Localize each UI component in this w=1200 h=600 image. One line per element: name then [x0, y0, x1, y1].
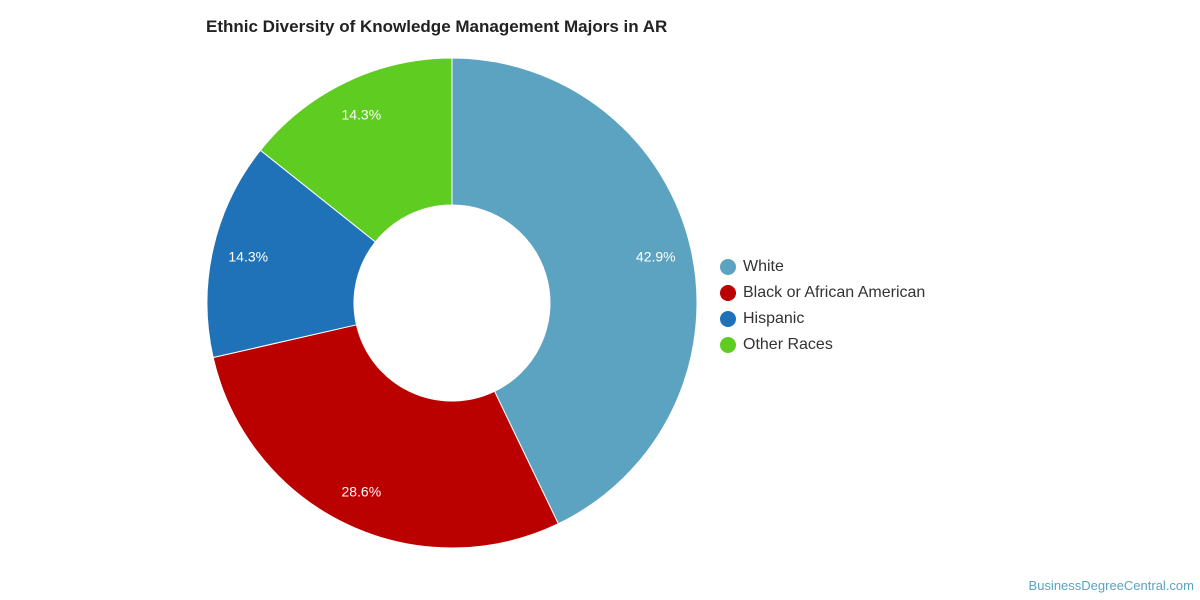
legend-marker-icon [720, 311, 736, 327]
legend-label: Other Races [743, 336, 833, 353]
slice-other-races[interactable] [259, 57, 453, 243]
slice-data-label: 14.3% [228, 248, 268, 264]
chart-title: Ethnic Diversity of Knowledge Management… [206, 17, 668, 36]
source-credit[interactable]: BusinessDegreeCentral.com [1028, 578, 1194, 593]
slice-hispanic[interactable] [206, 149, 377, 359]
legend-label: White [743, 258, 784, 275]
legend-label: Black or African American [743, 284, 926, 301]
legend: White Black or African American Hispanic Ot… [720, 254, 925, 358]
legend-item[interactable]: Hispanic [720, 306, 925, 332]
slice-data-label: 42.9% [636, 248, 676, 264]
legend-marker-icon [720, 337, 736, 353]
legend-marker-icon [720, 285, 736, 301]
legend-label: Hispanic [743, 310, 805, 327]
legend-item[interactable]: White [720, 254, 925, 280]
slice-data-label: 14.3% [341, 107, 381, 123]
legend-marker-icon [720, 259, 736, 275]
slice-black-or-african-american[interactable] [212, 324, 559, 549]
legend-item[interactable]: Black or African American [720, 280, 925, 306]
slice-data-label: 28.6% [341, 483, 381, 499]
slice-white[interactable] [451, 57, 698, 525]
legend-item[interactable]: Other Races [720, 332, 925, 358]
